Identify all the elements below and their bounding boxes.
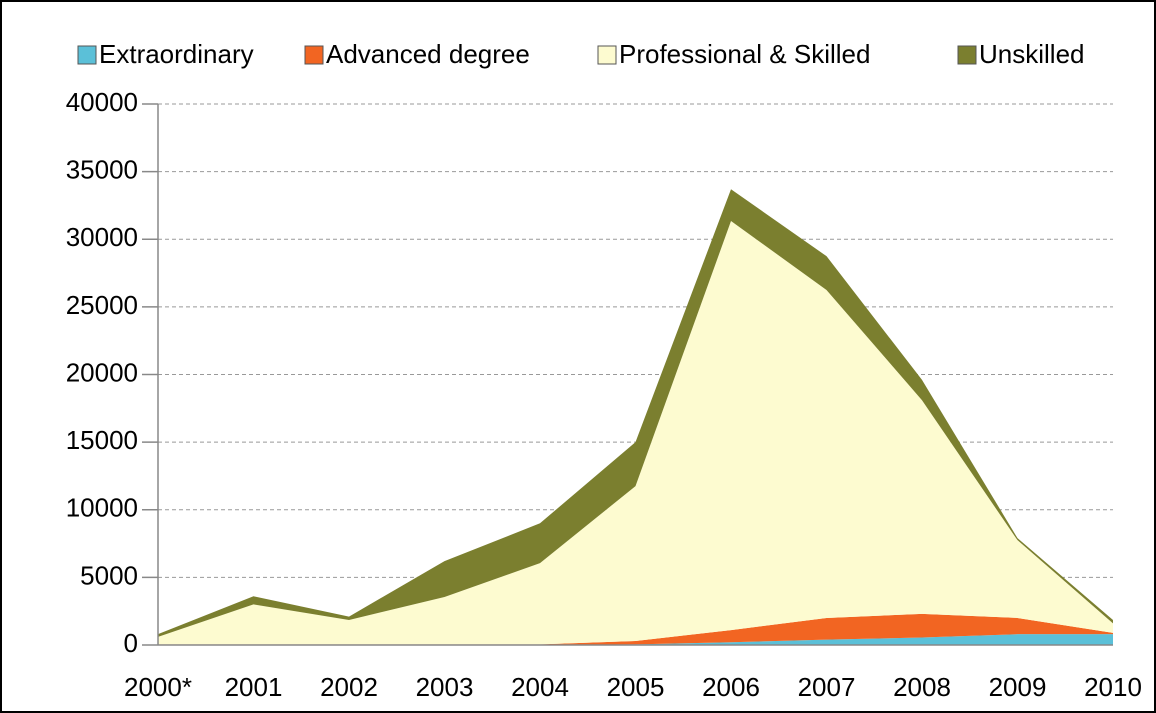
x-tick-label: 2009 xyxy=(989,672,1047,702)
legend-label: Professional & Skilled xyxy=(619,39,870,69)
y-tick-label: 0 xyxy=(124,628,138,658)
x-tick-label: 2008 xyxy=(893,672,951,702)
x-tick-label: 2004 xyxy=(511,672,569,702)
legend-swatch xyxy=(597,45,617,65)
legend-label: Unskilled xyxy=(979,39,1085,69)
y-tick-label: 5000 xyxy=(80,560,138,590)
x-tick-label: 2002 xyxy=(320,672,378,702)
x-tick-label: 2001 xyxy=(225,672,283,702)
area xyxy=(158,634,1113,645)
x-tick-label: 2003 xyxy=(416,672,474,702)
legend-label: Extraordinary xyxy=(99,39,254,69)
area xyxy=(158,613,1113,645)
y-tick-label: 40000 xyxy=(66,87,138,117)
x-tick-label: 2007 xyxy=(798,672,856,702)
legend-swatch xyxy=(77,45,97,65)
x-tick-label: 2010 xyxy=(1084,672,1142,702)
x-tick-label: 2006 xyxy=(702,672,760,702)
legend-swatch xyxy=(304,45,324,65)
y-tick-label: 35000 xyxy=(66,155,138,185)
y-tick-label: 10000 xyxy=(66,493,138,523)
y-tick-label: 20000 xyxy=(66,357,138,387)
y-tick-label: 15000 xyxy=(66,425,138,455)
y-tick-label: 30000 xyxy=(66,222,138,252)
legend-label: Advanced degree xyxy=(326,39,530,69)
x-tick-label: 2000* xyxy=(124,672,192,702)
x-tick-label: 2005 xyxy=(607,672,665,702)
area xyxy=(158,220,1113,645)
legend-swatch xyxy=(957,45,977,65)
y-tick-label: 25000 xyxy=(66,290,138,320)
